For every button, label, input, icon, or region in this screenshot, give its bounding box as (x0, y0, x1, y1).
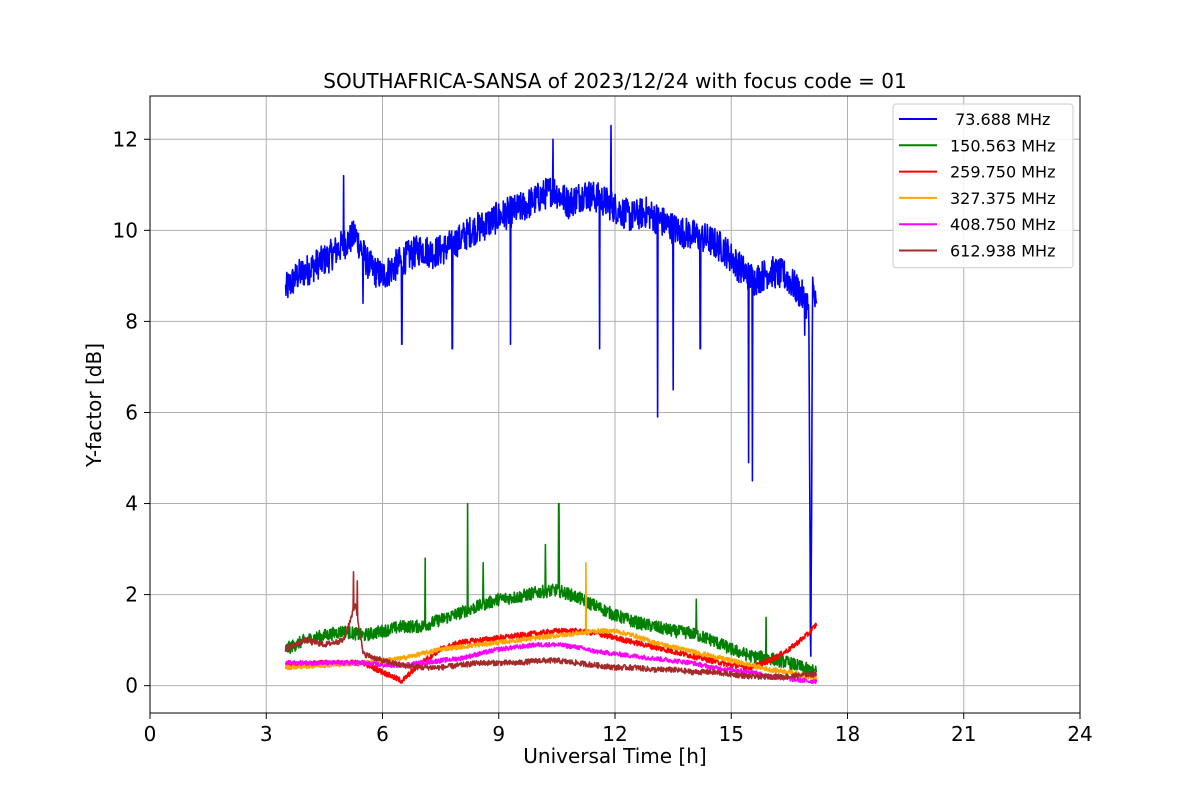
y-axis-label: Y-factor [dB] (82, 343, 106, 468)
legend-entry: 73.688 MHz (950, 110, 1050, 129)
series-line-5 (284, 570, 818, 681)
y-tick-label: 2 (125, 583, 138, 607)
legend-entry: 327.375 MHz (950, 189, 1055, 208)
y-tick-label: 4 (125, 492, 138, 516)
legend-entry: 259.750 MHz (950, 163, 1055, 182)
x-tick-label: 12 (602, 722, 627, 746)
x-tick-label: 18 (835, 722, 860, 746)
y-tick-label: 12 (113, 127, 138, 151)
x-tick-label: 24 (1067, 722, 1092, 746)
series-line-1 (284, 502, 818, 677)
legend-entry: 150.563 MHz (950, 136, 1055, 155)
x-tick-label: 6 (376, 722, 389, 746)
x-axis-label: Universal Time [h] (523, 744, 706, 768)
y-tick-label: 10 (113, 218, 138, 242)
series-lines (284, 124, 818, 685)
y-tick-label: 0 (125, 674, 138, 698)
series-line-4 (284, 641, 818, 685)
y-tick-label: 6 (125, 400, 138, 424)
x-tick-label: 3 (260, 722, 273, 746)
y-tick-label: 8 (125, 309, 138, 333)
x-tick-label: 15 (719, 722, 744, 746)
legend-box (892, 103, 1074, 269)
series-line-0 (284, 124, 818, 657)
x-tick-label: 21 (951, 722, 976, 746)
x-tick-label: 0 (144, 722, 157, 746)
legend: 73.688 MHz 150.563 MHz 259.750 MHz 327.375 … (892, 103, 1074, 269)
legend-entry: 612.938 MHz (950, 242, 1055, 261)
chart-title: SOUTHAFRICA-SANSA of 2023/12/24 with foc… (323, 69, 907, 93)
x-tick-label: 9 (492, 722, 505, 746)
legend-entry: 408.750 MHz (950, 215, 1055, 234)
